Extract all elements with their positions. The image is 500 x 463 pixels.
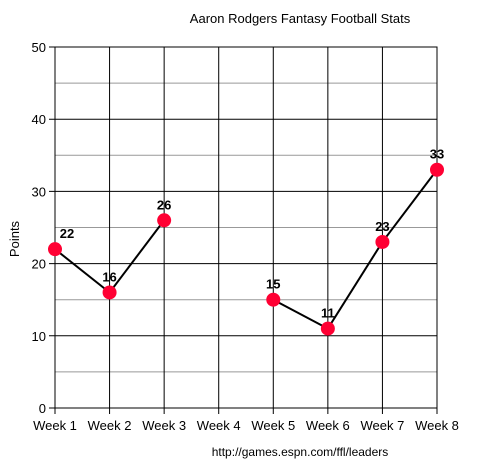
x-tick-label: Week 8 [415,418,459,433]
x-tick-label: Week 3 [142,418,186,433]
data-label: 22 [60,226,74,241]
y-tick-label: 30 [32,184,46,199]
data-point [48,242,62,257]
data-label: 33 [430,147,444,162]
series-line-segment [272,298,329,330]
data-point [157,213,172,228]
series-line-segment [327,241,384,330]
x-tick-label: Week 1 [33,418,77,433]
y-tick-label: 10 [32,329,46,344]
y-axis-label: Points [7,220,22,257]
data-label: 15 [266,277,280,292]
series-line-segment [381,169,438,243]
data-point [430,162,444,177]
data-label: 23 [375,219,389,234]
data-label: 26 [157,197,171,212]
source-link[interactable]: http://games.espn.com/ffl/leaders [212,445,389,459]
axes [54,46,438,409]
x-tick-label: Week 4 [197,418,241,433]
tick-labels: 0 10 20 30 40 50 Week 1 Week 2 Week 3 Week 4 Week … [32,40,459,433]
chart-title: Aaron Rodgers Fantasy Football Stats [190,11,411,26]
x-tick-label: Week 5 [251,418,295,433]
series [48,162,444,336]
y-tick-label: 50 [32,40,46,55]
series-line-segment [108,219,165,294]
y-tick-label: 0 [39,401,46,416]
x-tick-label: Week 2 [88,418,132,433]
plot-frame [54,46,438,409]
data-labels: 22 16 26 15 11 23 33 [60,147,444,321]
data-label: 16 [102,269,116,284]
series-line-segment [54,248,111,294]
x-tick-label: Week 7 [361,418,405,433]
data-point [320,321,335,336]
x-tick-label: Week 6 [306,418,350,433]
y-tick-label: 40 [32,112,46,127]
data-point [375,234,390,249]
data-point [102,285,117,300]
y-tick-label: 20 [32,257,46,272]
data-point [266,292,281,307]
data-label: 11 [321,306,335,321]
